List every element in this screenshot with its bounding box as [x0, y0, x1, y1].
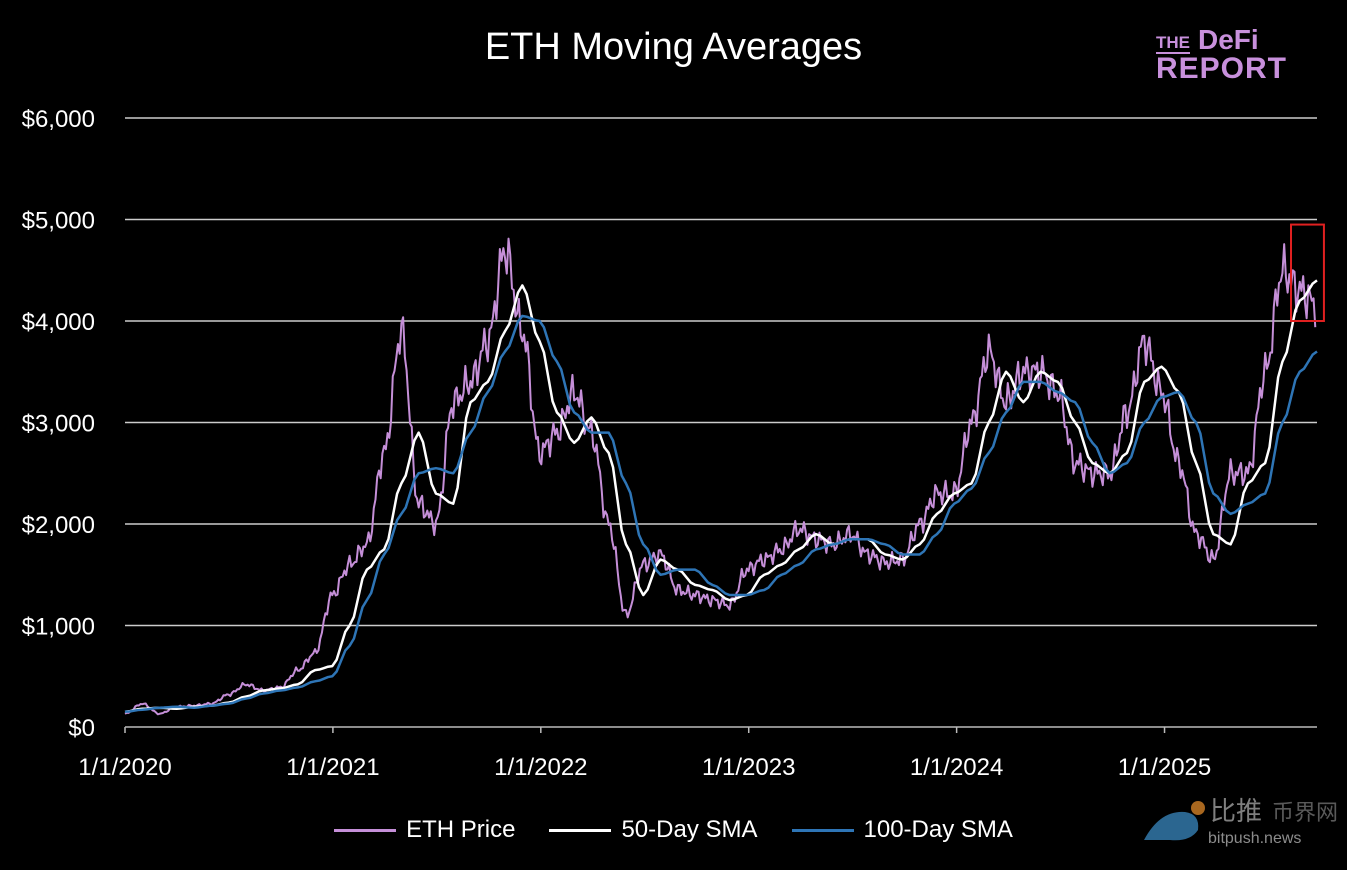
legend-swatch — [791, 828, 854, 832]
legend-item-100-day-sma: 100-Day SMA — [791, 816, 1013, 844]
watermark-cn2: 币界网 — [1272, 800, 1339, 825]
bird-logo-icon — [1144, 801, 1205, 841]
logo-the: THE — [1156, 33, 1190, 54]
legend-label: 50-Day SMA — [621, 816, 758, 843]
watermark-url: bitpush.news — [1208, 830, 1302, 847]
y-tick-label: $5,000 — [22, 208, 95, 235]
x-tick-label: 1/1/2022 — [494, 754, 587, 781]
bitpush-watermark: 比推 币界网 bitpush.news — [1140, 796, 1347, 856]
legend: ETH Price 50-Day SMA 100-Day SMA — [0, 816, 1347, 844]
series-line-eth-price — [124, 237, 1317, 716]
y-tick-label: $4,000 — [22, 309, 95, 336]
legend-label: ETH Price — [406, 816, 516, 843]
legend-item-50-day-sma: 50-Day SMA — [549, 816, 758, 844]
x-tick-label: 1/1/2021 — [286, 754, 379, 781]
y-tick-label: $3,000 — [22, 411, 95, 438]
legend-swatch — [549, 828, 612, 832]
watermark-cn: 比推 — [1210, 796, 1263, 826]
y-tick-label: $0 — [68, 715, 95, 742]
y-tick-label: $6,000 — [22, 106, 95, 133]
x-tick-label: 1/1/2023 — [702, 754, 795, 781]
y-tick-label: $1,000 — [22, 614, 95, 641]
logo-report: REPORT — [1156, 52, 1288, 85]
x-tick-label: 1/1/2025 — [1118, 754, 1211, 781]
y-tick-label: $2,000 — [22, 512, 95, 539]
legend-swatch — [334, 828, 397, 832]
defi-report-logo: THE DeFi REPORT — [1156, 26, 1287, 84]
x-tick-label: 1/1/2024 — [910, 754, 1003, 781]
highlight-box — [1290, 223, 1325, 322]
legend-item-eth-price: ETH Price — [334, 816, 515, 844]
chart-title: ETH Moving Averages — [484, 26, 863, 68]
series-line-50-day-sma — [124, 279, 1318, 714]
series-line-100-day-sma — [124, 314, 1318, 714]
logo-defi: DeFi — [1198, 24, 1259, 55]
legend-label: 100-Day SMA — [863, 816, 1013, 843]
x-tick-label: 1/1/2020 — [78, 754, 171, 781]
